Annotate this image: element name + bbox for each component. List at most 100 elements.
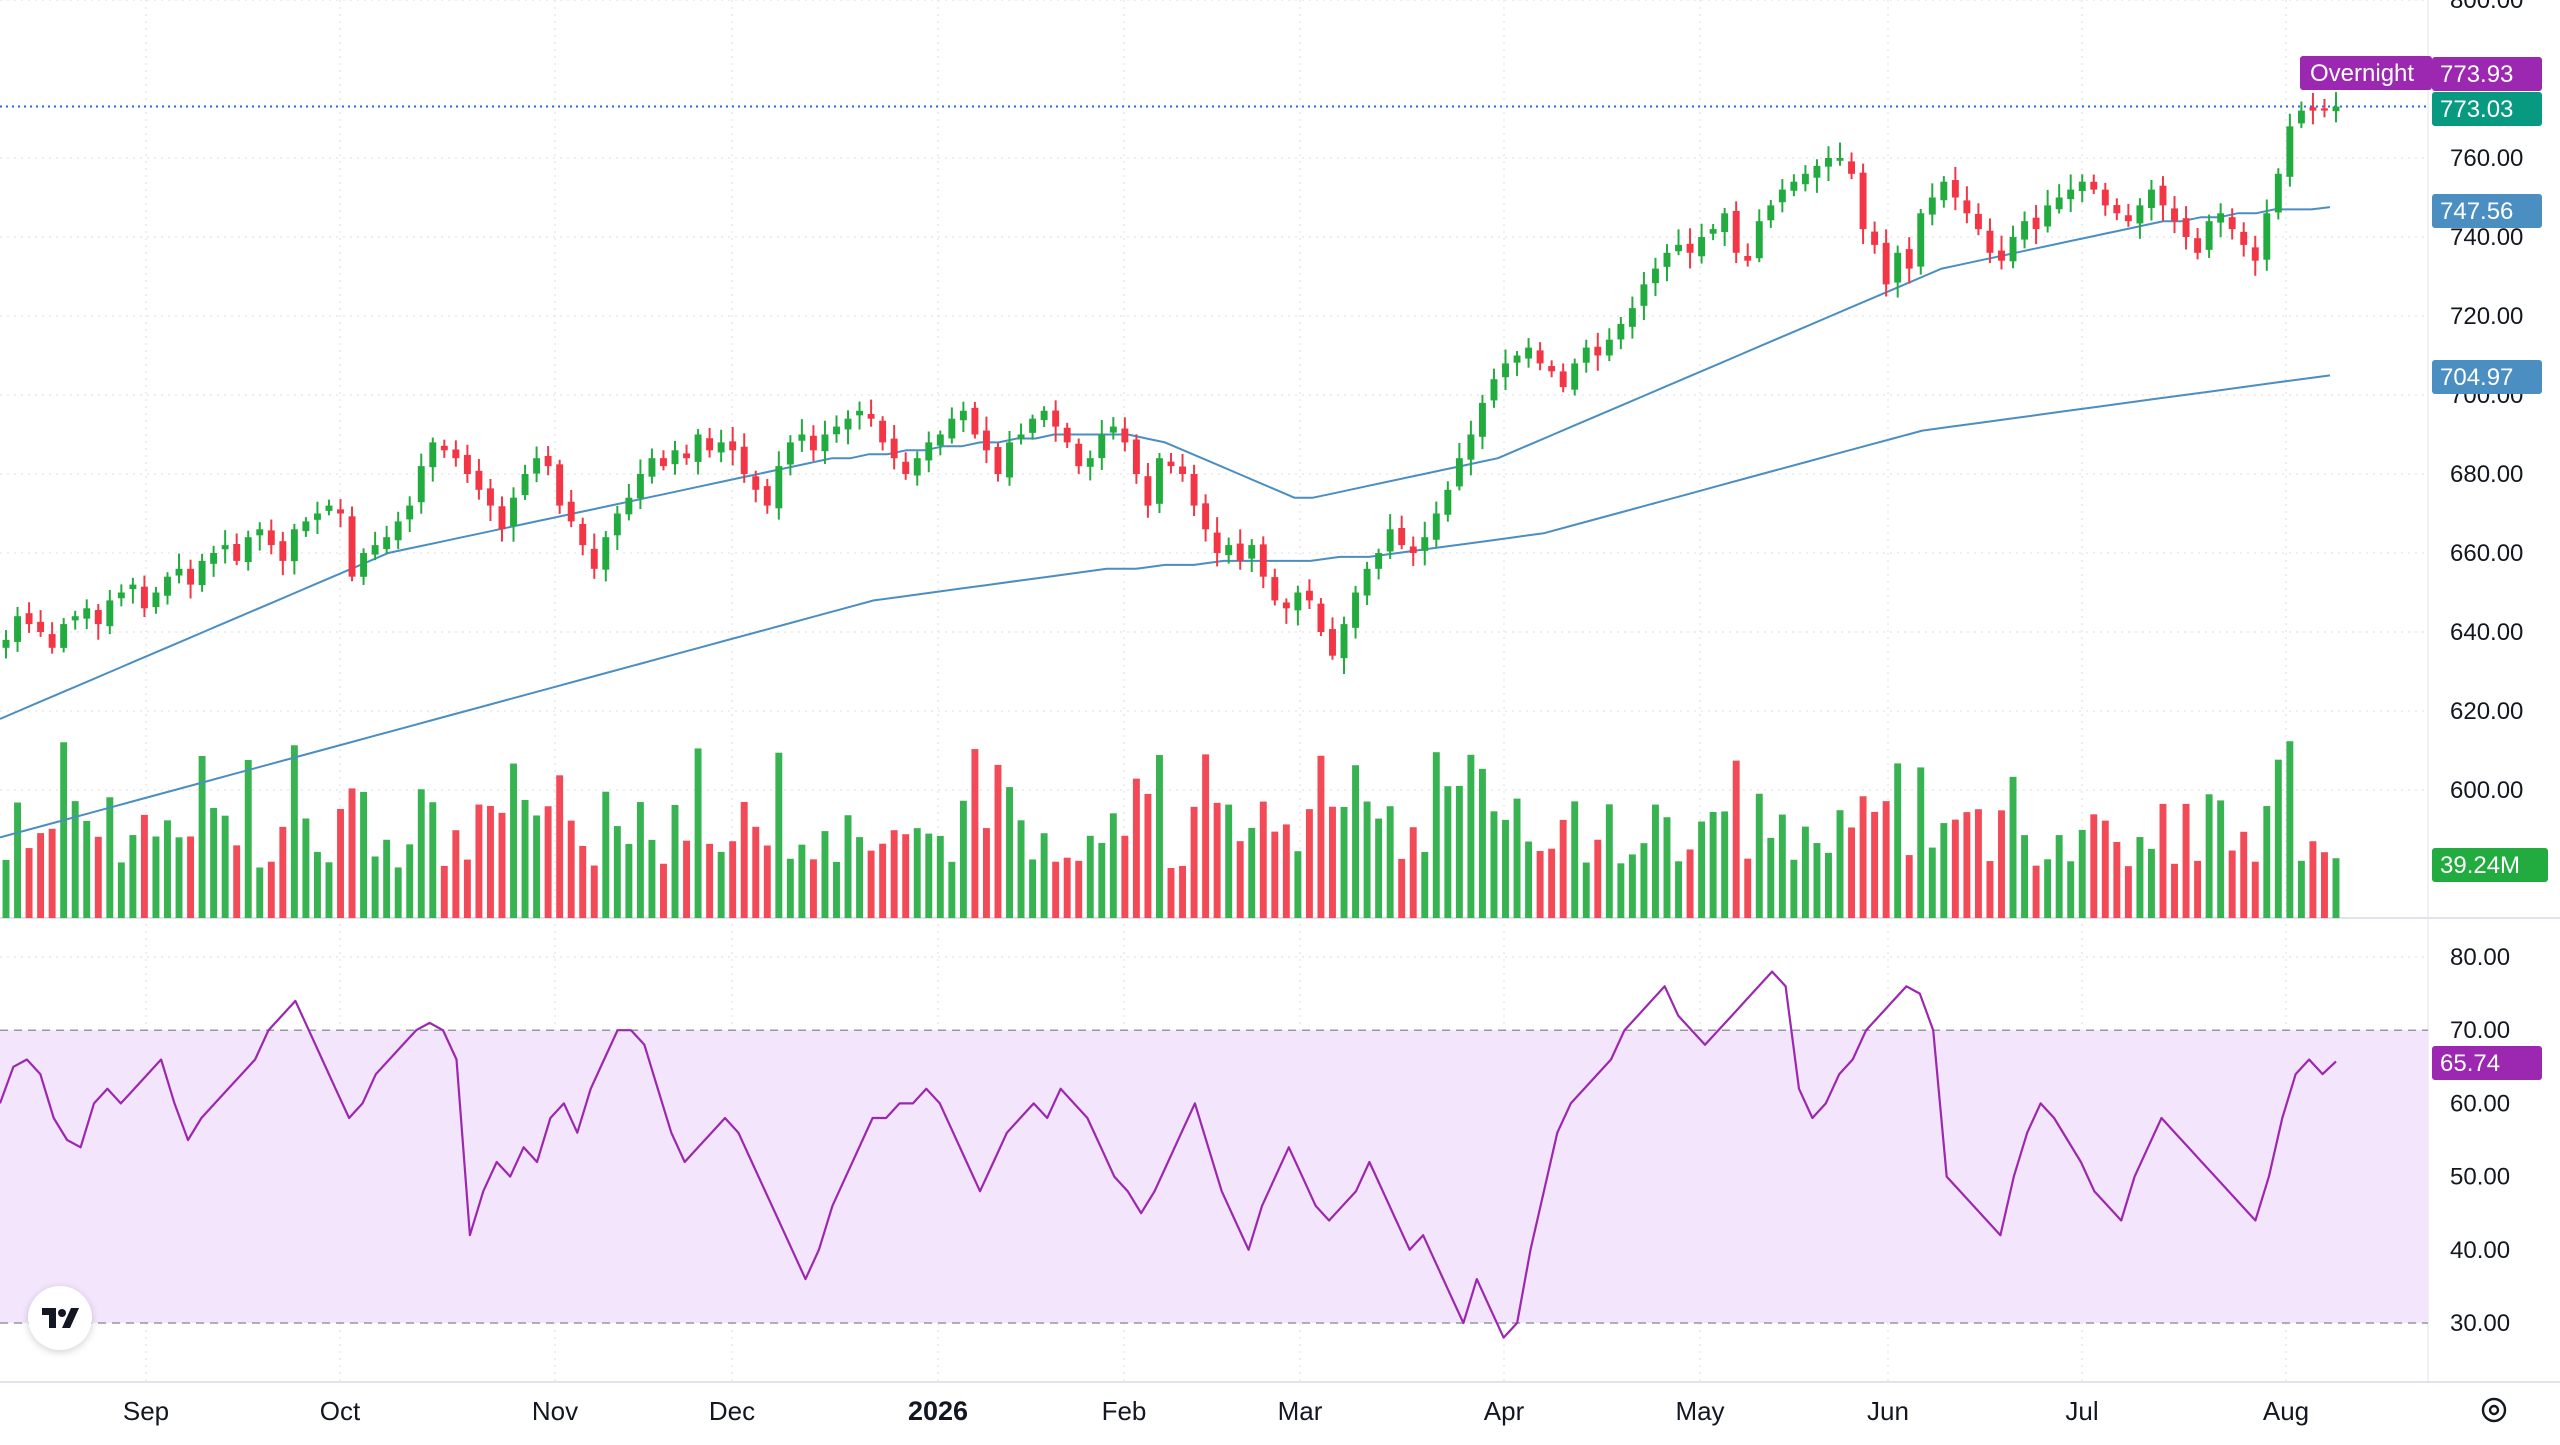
candle-body[interactable] <box>1421 537 1429 551</box>
candle-body[interactable] <box>2240 231 2248 245</box>
candle-body[interactable] <box>1190 474 1198 506</box>
candle-body[interactable] <box>775 466 783 509</box>
candle-body[interactable] <box>1455 458 1463 487</box>
candle-body[interactable] <box>221 545 229 550</box>
candle-body[interactable] <box>752 476 760 490</box>
candle-body[interactable] <box>1248 545 1256 559</box>
candle-body[interactable] <box>175 568 183 576</box>
candle-body[interactable] <box>1363 568 1371 596</box>
candle-body[interactable] <box>1767 205 1775 221</box>
candle-body[interactable] <box>994 447 1002 474</box>
candle-body[interactable] <box>2332 106 2340 112</box>
candle-body[interactable] <box>463 454 471 474</box>
candle-body[interactable] <box>890 438 898 459</box>
candle-body[interactable] <box>429 442 437 468</box>
candle-body[interactable] <box>1444 489 1452 515</box>
candle-body[interactable] <box>1075 443 1083 467</box>
candle-body[interactable] <box>1813 165 1821 178</box>
candle-body[interactable] <box>648 458 656 477</box>
candle-body[interactable] <box>1882 242 1890 285</box>
candle-body[interactable] <box>152 592 160 608</box>
candle-body[interactable] <box>2124 215 2132 222</box>
candle-body[interactable] <box>925 442 933 461</box>
candle-body[interactable] <box>1052 410 1060 427</box>
candle-body[interactable] <box>348 516 356 577</box>
candle-body[interactable] <box>1086 458 1094 467</box>
candle-body[interactable] <box>510 497 517 527</box>
candle-body[interactable] <box>913 458 921 476</box>
candle-body[interactable] <box>1317 603 1325 632</box>
candle-body[interactable] <box>798 434 806 441</box>
candle-body[interactable] <box>1721 213 1729 232</box>
candle-body[interactable] <box>94 610 102 625</box>
candle-body[interactable] <box>1236 543 1244 561</box>
candle-body[interactable] <box>14 616 21 642</box>
candle-body[interactable] <box>1340 624 1348 659</box>
candle-body[interactable] <box>1478 402 1486 437</box>
candle-body[interactable] <box>1778 189 1786 203</box>
candle-body[interactable] <box>1006 442 1013 478</box>
candle-body[interactable] <box>2263 213 2271 260</box>
candle-body[interactable] <box>1663 252 1671 267</box>
tradingview-logo-icon[interactable] <box>28 1286 92 1350</box>
candle-body[interactable] <box>452 449 460 459</box>
candle-body[interactable] <box>1594 346 1602 356</box>
candle-body[interactable] <box>267 530 275 546</box>
candle-body[interactable] <box>636 474 644 499</box>
candle-body[interactable] <box>1386 529 1394 552</box>
candle-body[interactable] <box>1502 363 1509 378</box>
candle-body[interactable] <box>1490 379 1498 401</box>
rsi-axis[interactable]: 80.00 70.00 60.00 50.00 40.00 30.00 <box>2450 944 2510 1337</box>
candle-body[interactable] <box>60 624 68 648</box>
candle-body[interactable] <box>1928 197 1936 215</box>
candle-body[interactable] <box>1940 181 1948 201</box>
candle-body[interactable] <box>683 453 691 459</box>
candle-body[interactable] <box>129 584 137 590</box>
candle-body[interactable] <box>1963 200 1971 214</box>
candle-body[interactable] <box>1698 237 1706 257</box>
candle-body[interactable] <box>1571 363 1579 390</box>
candle-body[interactable] <box>337 509 344 514</box>
candle-body[interactable] <box>2251 247 2259 261</box>
candle-body[interactable] <box>1617 323 1625 340</box>
candle-body[interactable] <box>1848 161 1856 174</box>
candle-body[interactable] <box>1825 158 1832 167</box>
candle-body[interactable] <box>1709 229 1717 234</box>
candle-body[interactable] <box>37 621 45 632</box>
candle-body[interactable] <box>2228 217 2236 230</box>
candle-body[interactable] <box>290 529 298 562</box>
candle-body[interactable] <box>786 442 794 465</box>
candle-body[interactable] <box>879 420 887 443</box>
candle-body[interactable] <box>671 450 679 465</box>
candle-body[interactable] <box>1121 428 1129 443</box>
candle-body[interactable] <box>244 537 252 563</box>
candle-body[interactable] <box>982 430 990 451</box>
candle-body[interactable] <box>1513 355 1521 363</box>
candle-body[interactable] <box>2009 237 2017 262</box>
candle-body[interactable] <box>2297 110 2305 124</box>
candle-body[interactable] <box>1098 434 1106 459</box>
candle-body[interactable] <box>579 524 587 546</box>
candle-body[interactable] <box>2205 221 2213 250</box>
candle-body[interactable] <box>763 486 771 506</box>
candle-body[interactable] <box>2321 108 2328 111</box>
candle-body[interactable] <box>1755 221 1763 259</box>
candle-body[interactable] <box>902 461 910 474</box>
candle-body[interactable] <box>2 639 10 648</box>
candle-body[interactable] <box>1640 284 1648 306</box>
candle-body[interactable] <box>279 541 287 561</box>
candle-body[interactable] <box>2136 205 2144 224</box>
candle-body[interactable] <box>1132 439 1140 474</box>
gear-icon[interactable] <box>2476 1392 2512 1428</box>
candle-body[interactable] <box>1836 158 1844 161</box>
candle-body[interactable] <box>140 586 148 609</box>
candle-body[interactable] <box>1525 347 1533 359</box>
candle-body[interactable] <box>313 513 321 520</box>
candle-body[interactable] <box>2044 205 2052 227</box>
candle-body[interactable] <box>2159 185 2167 206</box>
candle-body[interactable] <box>2113 205 2121 214</box>
candle-body[interactable] <box>2147 189 2155 208</box>
candle-body[interactable] <box>1179 466 1186 474</box>
candle-body[interactable] <box>1409 546 1417 553</box>
